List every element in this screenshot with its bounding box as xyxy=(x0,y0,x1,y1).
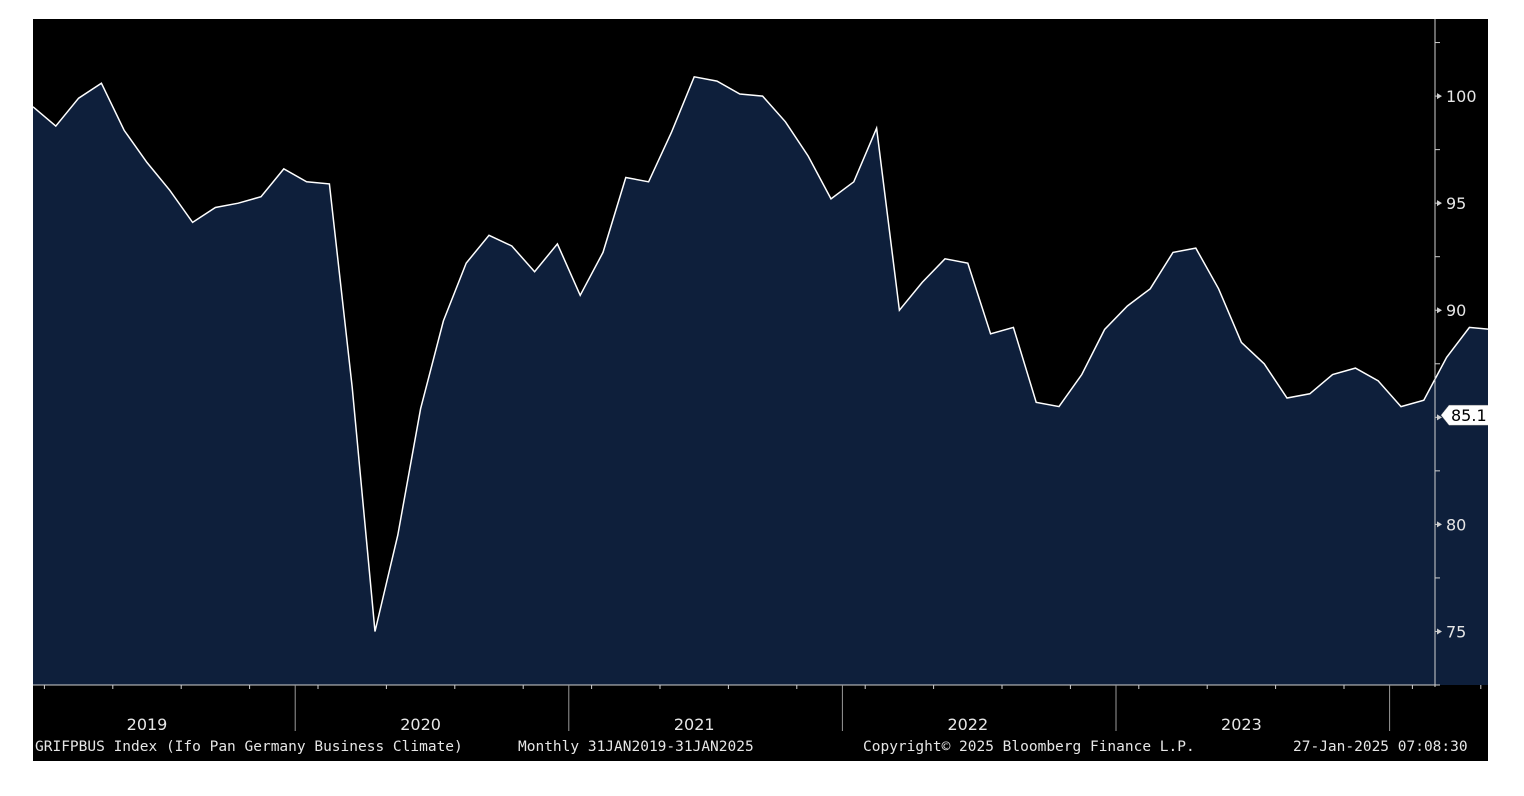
area-fill xyxy=(33,76,1488,685)
footer-description: GRIFPBUS Index (Ifo Pan Germany Business… xyxy=(35,739,463,755)
chart-footer: GRIFPBUS Index (Ifo Pan Germany Business… xyxy=(33,737,1488,761)
y-tick-marker xyxy=(1437,521,1442,528)
y-tick-label: 80 xyxy=(1446,515,1466,534)
y-tick-label: 90 xyxy=(1446,301,1466,320)
area-layer xyxy=(33,75,1488,685)
footer-timestamp: 27-Jan-2025 07:08:30 xyxy=(1293,739,1468,755)
last-value-label: 85.1 xyxy=(1451,406,1487,425)
chart-panel: 7580859095100 20192020202120222023202420… xyxy=(33,19,1488,761)
y-tick-marker xyxy=(1437,414,1442,421)
y-tick-label: 100 xyxy=(1446,87,1477,106)
year-label: 2022 xyxy=(947,715,988,734)
footer-copyright: Copyright© 2025 Bloomberg Finance L.P. xyxy=(863,739,1195,755)
y-tick-marker xyxy=(1437,628,1442,635)
year-label: 2019 xyxy=(127,715,168,734)
area-chart: 7580859095100 20192020202120222023202420… xyxy=(33,19,1488,734)
y-tick-marker xyxy=(1437,307,1442,314)
last-value-badge xyxy=(1440,404,1488,426)
last-value-layer: 85.1 xyxy=(1440,404,1488,426)
footer-frequency: Monthly 31JAN2019-31JAN2025 xyxy=(518,739,754,755)
y-tick-marker xyxy=(1437,200,1442,207)
y-tick-marker xyxy=(1437,93,1442,100)
axes-layer xyxy=(33,19,1436,687)
y-tick-label: 75 xyxy=(1446,622,1466,641)
year-label: 2023 xyxy=(1221,715,1262,734)
year-label: 2020 xyxy=(400,715,441,734)
year-label: 2021 xyxy=(674,715,715,734)
x-axis-ticks: 2019202020212022202320242025 xyxy=(43,685,1482,734)
y-tick-label: 95 xyxy=(1446,194,1466,213)
